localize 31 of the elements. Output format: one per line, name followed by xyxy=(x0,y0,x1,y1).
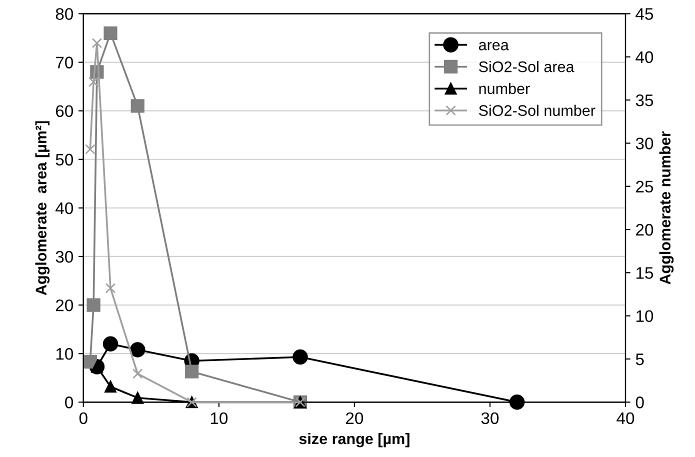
x-tick-label: 30 xyxy=(481,412,499,424)
y2-tick-label: 10 xyxy=(636,310,654,322)
y2-axis-title: Agglomerate number xyxy=(659,131,674,284)
x-tick-label: 40 xyxy=(616,412,634,424)
y2-tick-label: 25 xyxy=(636,180,654,193)
x-tick-label: 10 xyxy=(210,412,228,424)
y2-tick-label: 45 xyxy=(636,8,654,20)
y2-tick-label: 35 xyxy=(636,94,654,106)
y-tick-label: 60 xyxy=(56,105,74,118)
y-tick-label: 40 xyxy=(56,202,74,214)
legend-label: SiO2-Sol number xyxy=(479,104,596,116)
x-tick-label: 0 xyxy=(79,412,88,424)
y-tick-label: 30 xyxy=(56,250,74,263)
y2-tick-label: 0 xyxy=(636,396,644,408)
y-tick-label: 80 xyxy=(56,8,74,20)
y-tick-label: 70 xyxy=(56,56,74,68)
y2-tick-label: 20 xyxy=(636,224,654,236)
legend-label: area xyxy=(478,42,509,50)
y2-tick-label: 30 xyxy=(636,138,654,150)
y2-tick-label: 5 xyxy=(636,354,644,366)
y2-tick-label: 40 xyxy=(636,51,654,64)
y-axis-title: Agglomerate area [µm²] xyxy=(35,121,50,296)
legend-label: SiO2-Sol area xyxy=(479,60,574,72)
y-tick-label: 50 xyxy=(56,154,74,166)
x-tick-label: 20 xyxy=(346,412,364,424)
y-tick-label: 10 xyxy=(56,348,74,360)
y-tick-label: 20 xyxy=(56,299,74,312)
legend-label: number xyxy=(479,82,530,94)
y-tick-label: 0 xyxy=(65,396,74,408)
x-axis-title: size range [µm] xyxy=(299,432,410,448)
y2-tick-label: 15 xyxy=(636,267,654,279)
